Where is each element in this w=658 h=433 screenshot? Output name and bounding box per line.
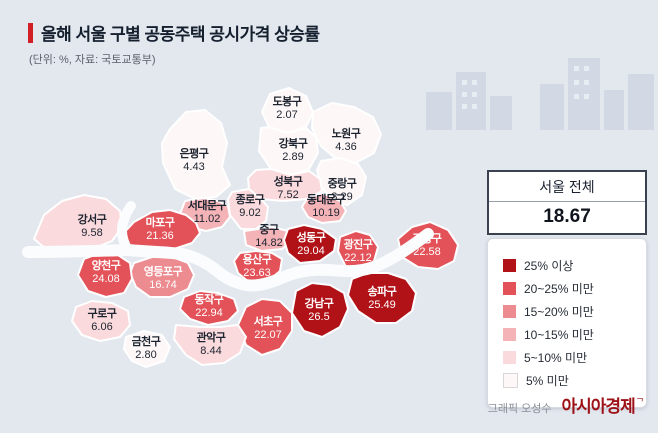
district-seongdong bbox=[283, 224, 337, 264]
han-river bbox=[22, 228, 434, 292]
district-gangseo bbox=[33, 194, 123, 252]
legend-swatch bbox=[503, 351, 516, 364]
district-seocho bbox=[237, 298, 293, 356]
district-songpa bbox=[347, 272, 417, 324]
district-yeongdeungpo bbox=[129, 256, 195, 298]
district-gangbuk bbox=[258, 126, 319, 176]
legend-item: 5% 미만 bbox=[503, 372, 631, 389]
legend-item: 10~15% 미만 bbox=[503, 326, 631, 343]
legend-item: 5~10% 미만 bbox=[503, 349, 631, 366]
legend-label: 20~25% 미만 bbox=[524, 282, 594, 296]
page-title: 올해 서울 구별 공동주택 공시가격 상승률 bbox=[41, 25, 320, 44]
district-dongdaemun bbox=[301, 192, 347, 224]
legend-item: 25% 이상 bbox=[503, 257, 631, 274]
header: 올해 서울 구별 공동주택 공시가격 상승률 (단위: %, 자료: 국토교통부… bbox=[28, 20, 320, 67]
legend-swatch bbox=[503, 305, 516, 318]
legend-label: 5~10% 미만 bbox=[524, 351, 588, 365]
credit-text: 그래픽 오성수 bbox=[487, 403, 552, 415]
district-gangnam bbox=[291, 282, 349, 338]
seoul-total-box: 서울 전체 18.67 bbox=[487, 170, 647, 235]
skyline-decoration bbox=[426, 58, 654, 130]
legend-label: 25% 이상 bbox=[524, 259, 574, 273]
credit: 그래픽 오성수 아시아경제ᄀ bbox=[488, 392, 644, 417]
publisher-logo-mark: ᄀ bbox=[635, 397, 644, 407]
district-gwanak bbox=[173, 324, 247, 366]
seoul-total-value: 18.67 bbox=[543, 206, 591, 227]
legend-label: 15~20% 미만 bbox=[524, 305, 594, 319]
district-guro bbox=[71, 300, 131, 342]
legend-swatch bbox=[503, 259, 516, 272]
legend-label: 5% 미만 bbox=[526, 374, 569, 388]
district-nowon bbox=[311, 102, 382, 164]
legend-item: 15~20% 미만 bbox=[503, 303, 631, 320]
legend: 25% 이상 20~25% 미만 15~20% 미만 10~15% 미만 5~10% 미… bbox=[487, 238, 647, 408]
legend-swatch bbox=[503, 282, 516, 295]
district-eunpyeong bbox=[161, 109, 231, 200]
district-geumcheon bbox=[123, 330, 171, 368]
seoul-total-label: 서울 전체 bbox=[489, 172, 645, 202]
title-accent-bar bbox=[28, 22, 33, 43]
district-yangcheon bbox=[77, 252, 133, 298]
legend-swatch bbox=[503, 328, 516, 341]
legend-label: 10~15% 미만 bbox=[524, 328, 594, 342]
han-river-branch bbox=[116, 201, 136, 255]
legend-swatch bbox=[503, 373, 518, 388]
skyline-windows bbox=[462, 66, 589, 109]
district-gangdong bbox=[397, 221, 459, 270]
page-subtitle: (단위: %, 자료: 국토교통부) bbox=[29, 54, 156, 66]
legend-item: 20~25% 미만 bbox=[503, 280, 631, 297]
district-dongjak bbox=[179, 290, 239, 326]
publisher-logo: 아시아경제ᄀ bbox=[561, 397, 644, 416]
